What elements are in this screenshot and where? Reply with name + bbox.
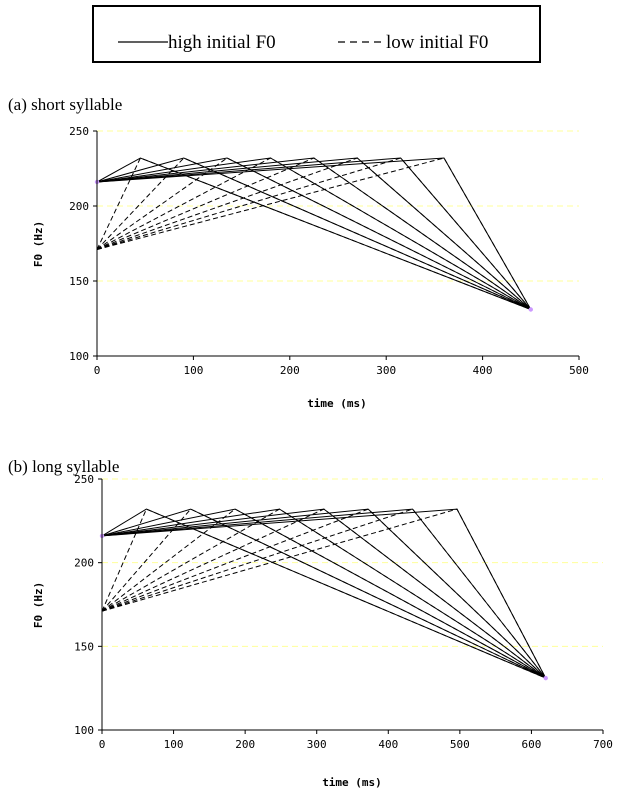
panel-b-grid [102,478,603,647]
panel-b-y-tick-label: 200 [74,557,94,570]
panel-a-series-dashed-1 [96,157,531,310]
panel-b-x-tick-label: 0 [99,738,106,751]
panel-a-y-tick-label: 150 [69,275,89,288]
panel-b-y-axis-title: F0 (Hz) [32,582,45,628]
panel-a-series-dashed-2 [96,157,532,310]
panel-b-y-tick-label: 150 [74,640,94,653]
panel-a-x-tick-label: 200 [280,364,300,377]
panel-a-x-tick-label: 500 [569,364,589,377]
panel-a-y-axis-title: F0 (Hz) [32,221,45,267]
legend-label-low: low initial F0 [386,32,488,53]
panel-a-ticks: 0 100 200 300 400 500 100 150 200 250 [69,125,589,377]
panel-b-series-dashed-7 [101,508,547,679]
panel-a: (a) short syllable 0 100 200 300 400 500 100 15… [8,95,589,410]
panel-a-end-marker [528,307,533,312]
panel-b-series-dashed-1 [101,508,546,679]
panel-a-series-dashed-8 [96,157,532,310]
panel-b-ticks: 0 100 200 300 400 500 600 700 100 150 200 250 [74,473,613,751]
panel-a-series [96,157,532,310]
panel-b-series [101,508,547,679]
panel-b-series-dashed-8 [101,508,547,679]
panel-b-series-solid-7 [101,508,547,679]
panel-a-series-dashed-6 [96,157,532,310]
panel-a-y-tick-label: 100 [69,350,89,363]
legend-label-high: high initial F0 [168,32,276,53]
panel-b-series-solid-2 [101,508,546,679]
panel-a-markers [94,179,533,312]
panel-a-series-dashed-4 [96,157,532,310]
legend: high initial F0 low initial F0 [118,32,488,53]
panel-a-title: (a) short syllable [8,95,122,114]
panel-b-series-dashed-3 [101,508,546,679]
panel-b-series-dashed-6 [101,508,547,679]
panel-b-end-marker [543,675,548,681]
panel-b-x-tick-label: 600 [521,738,541,751]
panel-b-y-tick-label: 100 [74,724,94,737]
panel-a-series-dashed-5 [96,157,532,310]
panel-b-x-tick-label: 200 [235,738,255,751]
panel-a-series-dashed-7 [96,157,532,310]
panel-b: (b) long syllable 0 100 200 300 400 500 600 700… [8,457,613,789]
panel-a-x-axis-title: time (ms) [307,397,367,410]
panel-a-grid [97,130,579,282]
panel-b-x-tick-label: 300 [307,738,327,751]
panel-a-axes [96,131,579,357]
panel-b-axes [101,479,603,731]
panel-b-y-tick-label: 250 [74,473,94,486]
panel-a-series-dashed-3 [96,157,532,310]
panel-b-markers [99,533,548,681]
panel-b-title: (b) long syllable [8,457,119,476]
panel-b-x-tick-label: 100 [164,738,184,751]
panel-b-series-dashed-5 [101,508,547,679]
panel-a-x-tick-label: 400 [473,364,493,377]
panel-a-y-tick-label: 250 [69,125,89,138]
panel-b-x-axis-title: time (ms) [322,776,382,789]
panel-b-x-tick-label: 700 [593,738,613,751]
panel-b-x-tick-label: 400 [378,738,398,751]
panel-a-x-tick-label: 0 [94,364,101,377]
legend-box [92,5,541,63]
panel-b-series-dashed-4 [101,508,546,679]
panel-b-x-tick-label: 500 [450,738,470,751]
panel-a-x-tick-label: 100 [183,364,203,377]
panel-a-y-tick-label: 200 [69,200,89,213]
panel-a-x-tick-label: 300 [376,364,396,377]
